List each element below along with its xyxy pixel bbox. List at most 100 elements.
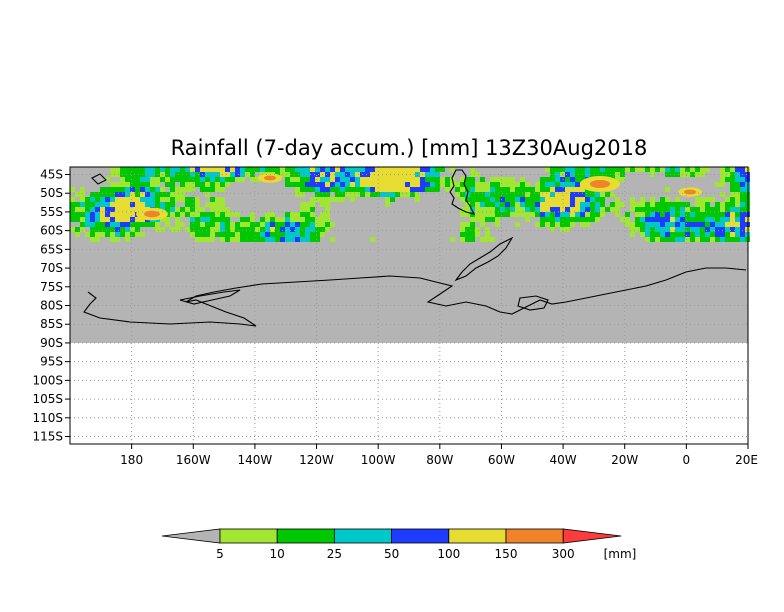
rain-cell: [740, 217, 745, 222]
rain-cell: [650, 172, 655, 177]
rain-cell: [200, 217, 205, 222]
rain-cell: [270, 227, 275, 232]
rain-cell: [470, 197, 475, 202]
rain-cell: [395, 172, 400, 177]
rain-cell: [165, 182, 170, 187]
rain-cell: [170, 207, 175, 212]
rain-cell: [90, 227, 95, 232]
rain-cell: [125, 212, 130, 217]
rain-cell: [650, 202, 655, 207]
lat-tick-label: 55S: [40, 205, 63, 219]
rain-cell: [330, 172, 335, 177]
rain-cell: [550, 217, 555, 222]
rain-cell: [435, 167, 440, 172]
rain-cell: [195, 197, 200, 202]
rain-cell: [485, 207, 490, 212]
rain-cell: [570, 212, 575, 217]
rain-cell: [280, 232, 285, 237]
rain-cell: [540, 187, 545, 192]
rain-cell: [385, 182, 390, 187]
rain-cell: [410, 177, 415, 182]
rain-cell: [340, 187, 345, 192]
rain-cell: [540, 202, 545, 207]
rain-cell: [260, 237, 265, 242]
rain-cell: [470, 177, 475, 182]
rain-cell: [655, 212, 660, 217]
longitude-axis: 180 160W 140W 120W 100W 80W 60W 40W 20W 0 20E: [120, 444, 758, 467]
rain-cell: [305, 187, 310, 192]
rain-cell: [230, 237, 235, 242]
rain-cell: [475, 192, 480, 197]
rain-cell: [320, 197, 325, 202]
rain-cell: [685, 207, 690, 212]
rain-cell: [220, 222, 225, 227]
rain-cell: [500, 197, 505, 202]
rain-cell: [695, 217, 700, 222]
rain-cell: [545, 187, 550, 192]
rain-cell: [730, 227, 735, 232]
rain-cell: [170, 197, 175, 202]
rain-cell: [190, 227, 195, 232]
rain-cell: [650, 217, 655, 222]
rain-cell: [100, 217, 105, 222]
rain-cell: [95, 222, 100, 227]
rain-cell: [405, 177, 410, 182]
rain-cell: [585, 202, 590, 207]
rain-cell: [195, 207, 200, 212]
rain-cell: [675, 197, 680, 202]
rain-cell: [685, 232, 690, 237]
rain-cell: [735, 182, 740, 187]
rain-cell: [340, 177, 345, 182]
rain-cell: [180, 197, 185, 202]
rain-cell: [215, 212, 220, 217]
rain-cell: [365, 187, 370, 192]
rain-cell: [235, 222, 240, 227]
rain-cell: [665, 222, 670, 227]
rain-cell: [135, 177, 140, 182]
lat-tick-label: 110S: [32, 411, 63, 425]
rain-cell: [350, 197, 355, 202]
rain-cell: [660, 227, 665, 232]
rain-cell: [695, 227, 700, 232]
rain-cell: [720, 177, 725, 182]
rain-cell: [90, 212, 95, 217]
rain-cell: [200, 187, 205, 192]
rain-cell: [105, 232, 110, 237]
rain-cell: [570, 182, 575, 187]
rain-cell: [615, 207, 620, 212]
rain-cell: [650, 167, 655, 172]
rain-cell: [275, 237, 280, 242]
rain-cell: [415, 192, 420, 197]
rain-cell: [340, 197, 345, 202]
ross-ice-shelf-coastline: [179, 289, 241, 305]
rain-cell: [145, 167, 150, 172]
rain-cell: [480, 237, 485, 242]
rain-cell: [335, 192, 340, 197]
rain-cell: [590, 212, 595, 217]
rain-cell: [465, 212, 470, 217]
rain-cell: [155, 227, 160, 232]
rain-cell: [560, 182, 565, 187]
rain-cell: [130, 187, 135, 192]
rain-cell: [740, 202, 745, 207]
rain-cell: [95, 237, 100, 242]
rain-cell: [730, 172, 735, 177]
rain-cell: [565, 222, 570, 227]
rain-cell: [150, 167, 155, 172]
rain-cell: [560, 227, 565, 232]
rain-cell: [460, 207, 465, 212]
rain-cell: [125, 187, 130, 192]
rain-cell: [145, 197, 150, 202]
rain-cell: [710, 207, 715, 212]
rain-cell: [325, 167, 330, 172]
rain-cell: [100, 192, 105, 197]
rain-cell: [135, 232, 140, 237]
rain-cell: [250, 222, 255, 227]
rain-cell: [425, 172, 430, 177]
rain-cell: [435, 172, 440, 177]
rain-cell: [515, 212, 520, 217]
rain-cell: [690, 212, 695, 217]
rain-cell: [235, 167, 240, 172]
rain-cell: [75, 212, 80, 217]
rain-cell: [560, 187, 565, 192]
